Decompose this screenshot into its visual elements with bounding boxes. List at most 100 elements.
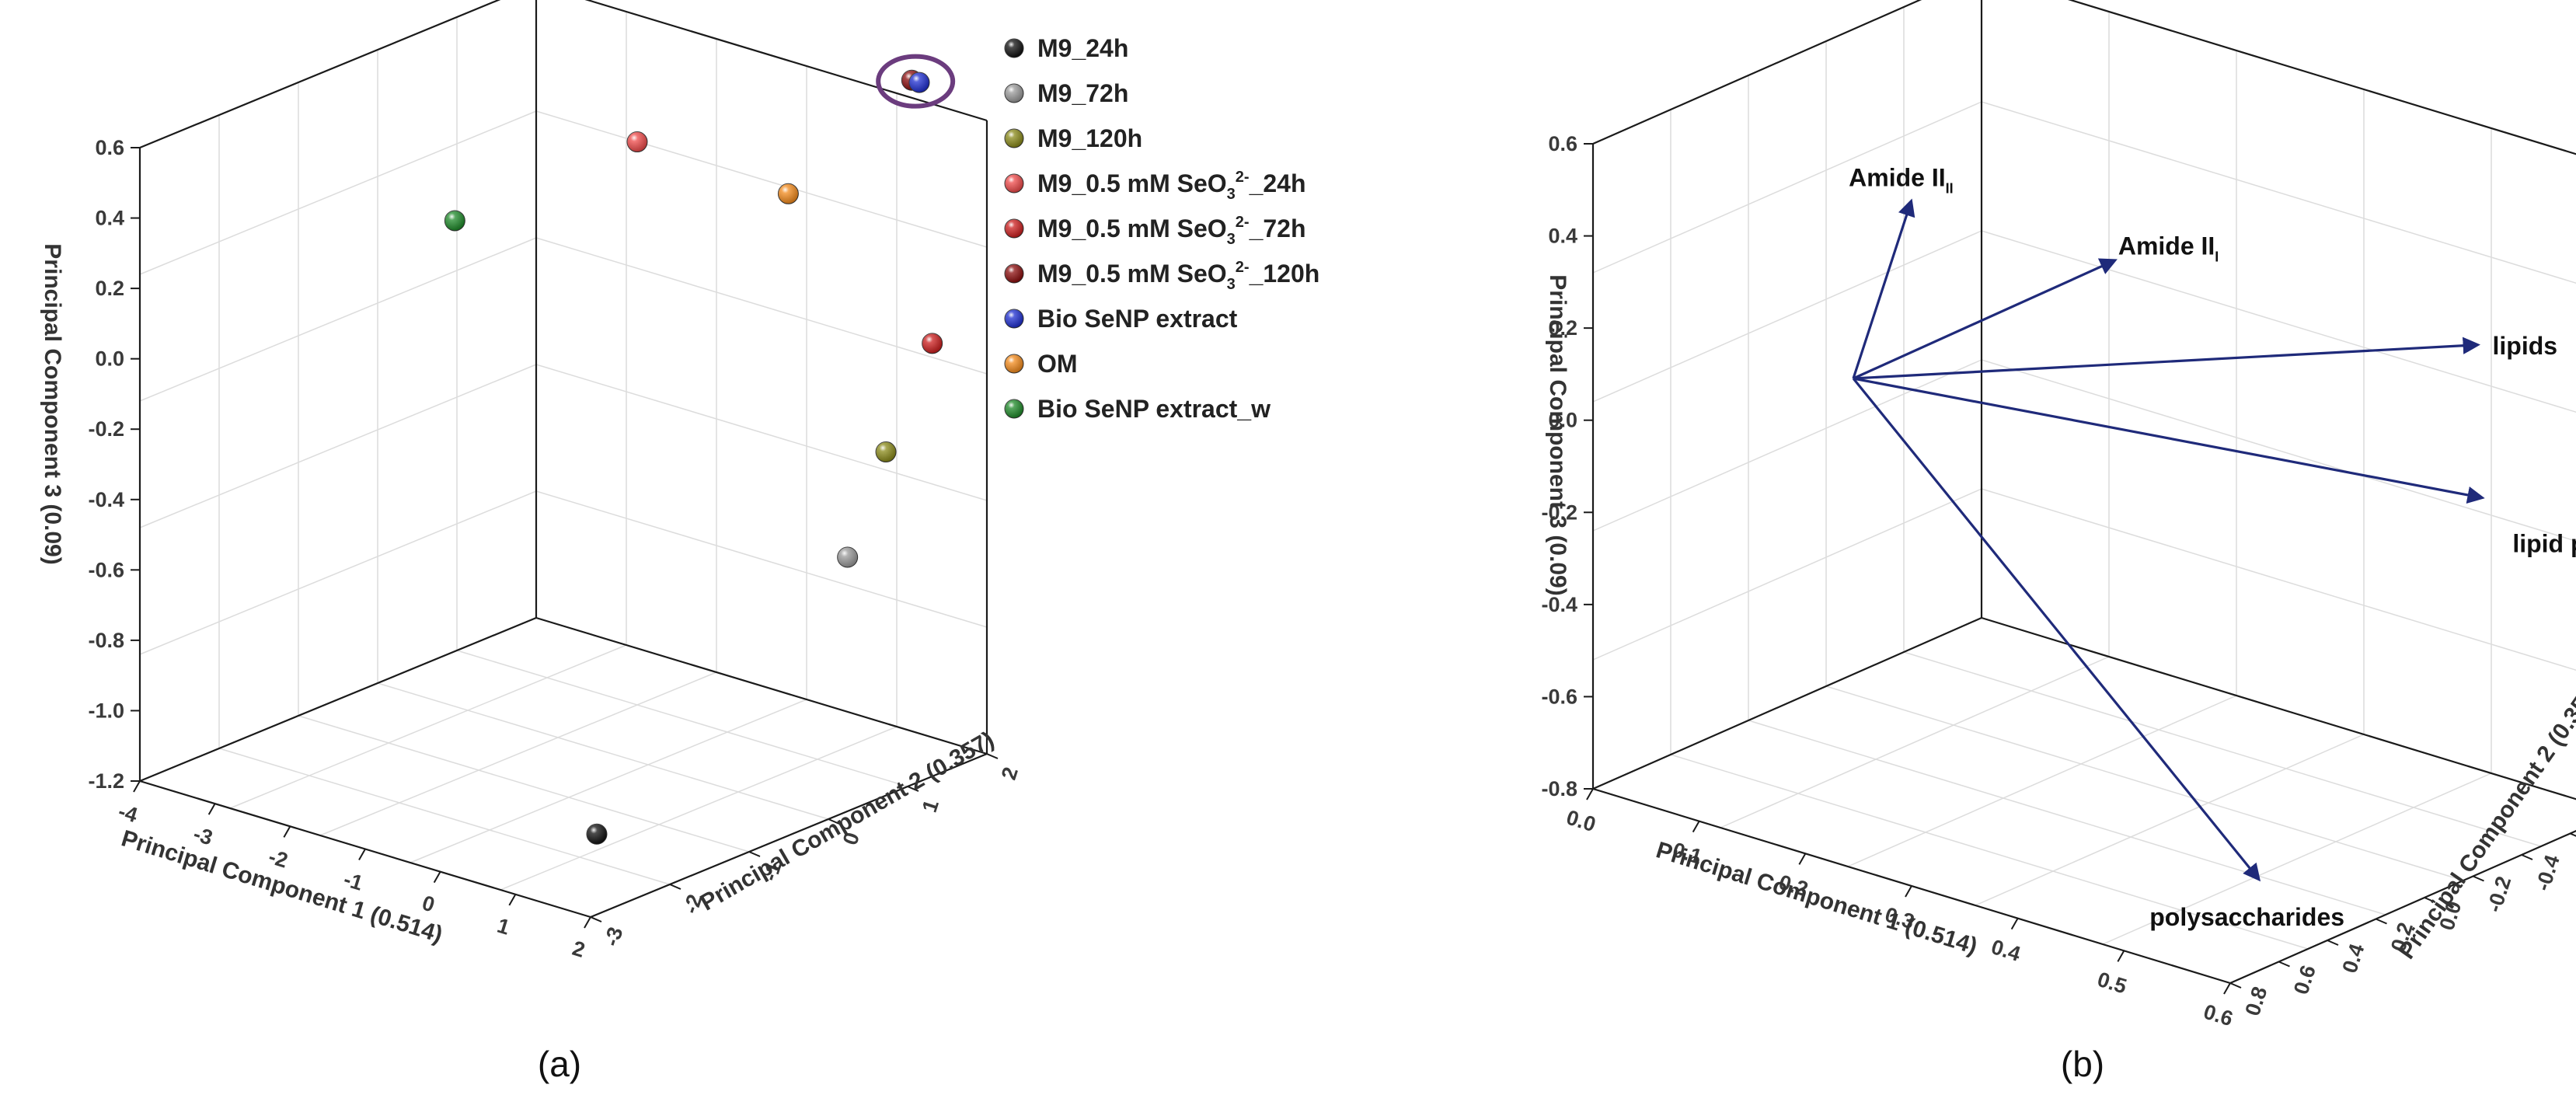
a-y-tick-mark <box>748 851 761 857</box>
b-vector-label: Amide IIII <box>1849 164 1953 197</box>
a-grid-line <box>585 0 988 121</box>
a-legend-label: Bio SeNP extract <box>1037 305 1238 333</box>
b-grid-line <box>1748 720 2386 915</box>
a-legend-marker-shine <box>1005 399 1023 418</box>
b-z-tick-label: -0.6 <box>1541 685 1577 708</box>
a-legend-label: M9_0.5 mM SeO32-_24h <box>1037 169 1306 203</box>
a-grid-line <box>218 748 671 885</box>
a-grid-line <box>319 671 717 836</box>
a-legend-label: OM <box>1037 350 1078 378</box>
a-y-tick-label: -3 <box>599 924 627 949</box>
a-x-tick-mark <box>133 780 141 793</box>
a-x-tick-mark <box>207 803 216 815</box>
a-data-point-shine <box>444 210 465 231</box>
b-y-tick-label: 0.8 <box>2240 984 2271 1019</box>
a-legend-marker-shine <box>1005 309 1023 328</box>
a-y-tick-mark <box>907 786 919 792</box>
b-x-axis-title: Principal Component 1 (0.514) <box>1653 837 1980 959</box>
a-x-tick-mark <box>283 825 291 838</box>
a-data-point-shine <box>778 183 799 204</box>
chart-panel-b: 0.60.40.20.0-0.2-0.4-0.6-0.80.00.10.20.3… <box>1541 0 2576 1084</box>
b-x-tick-mark <box>2117 950 2125 962</box>
a-y-tick-mark <box>590 916 602 922</box>
a-data-point-shine <box>922 333 943 354</box>
a-x-tick-label: -4 <box>116 800 141 828</box>
b-loading-vector <box>1852 377 2261 882</box>
a-grid-line <box>298 715 750 853</box>
b-x-tick-label: 0.4 <box>1989 935 2024 966</box>
a-legend-marker-shine <box>1005 264 1023 283</box>
b-vector-label: Amide III <box>2118 232 2219 264</box>
a-x-tick-mark <box>358 849 366 860</box>
a-y-tick-mark <box>828 818 840 825</box>
a-legend-marker-shine <box>1005 84 1023 103</box>
b-vector-label: lipids <box>2493 332 2558 360</box>
b-y-tick-mark <box>2521 854 2533 860</box>
b-y-axis-title: Principal Component 2 (0.357) <box>2393 675 2576 964</box>
a-y-tick-mark <box>669 884 681 890</box>
b-grid-line <box>1592 101 1982 274</box>
b-grid-line <box>1592 0 1922 145</box>
b-y-tick-mark <box>2278 961 2290 968</box>
b-x-tick-mark <box>2010 918 2019 930</box>
b-frame-edge <box>1592 616 1982 790</box>
a-grid-line <box>139 110 537 275</box>
a-z-axis-title: Principal Component 3 (0.09) <box>40 243 65 564</box>
a-x-tick-mark <box>433 871 441 884</box>
a-data-point-shine <box>627 131 647 152</box>
a-legend-marker-shine <box>1005 354 1023 373</box>
a-z-tick-label: 0.4 <box>95 207 124 230</box>
a-z-tick-label: 0.0 <box>95 347 124 371</box>
a-x-tick-mark <box>584 916 591 929</box>
a-data-point-shine <box>837 547 858 567</box>
b-grid-line <box>1592 359 1982 532</box>
a-grid-line <box>139 0 500 148</box>
a-legend-marker-shine <box>1005 219 1023 238</box>
b-z-tick-label: 0.4 <box>1548 225 1577 248</box>
b-z-tick-label: 0.2 <box>1548 316 1577 340</box>
b-frame-edge <box>1592 0 1922 145</box>
a-y-tick-label: 1 <box>918 797 943 815</box>
b-y-tick-label: -0.2 <box>2482 874 2515 915</box>
b-z-tick-label: 0.0 <box>1548 409 1577 432</box>
a-legend-label: Bio SeNP extract_w <box>1037 395 1271 423</box>
a-grid-line <box>500 726 898 891</box>
b-y-tick-label: -0.4 <box>2531 852 2564 894</box>
a-legend-marker-shine <box>1005 129 1023 148</box>
a-grid-line <box>535 490 988 628</box>
a-x-tick-label: -3 <box>190 822 215 850</box>
b-grid-line <box>2102 772 2492 945</box>
b-grid-line <box>1975 734 2365 906</box>
a-grid-line <box>535 237 988 375</box>
b-grid-line <box>1981 230 2576 413</box>
b-y-tick-mark <box>2229 982 2242 989</box>
b-x-tick-mark <box>1905 885 1912 898</box>
a-z-tick-label: 0.2 <box>95 277 124 300</box>
a-data-point-shine <box>909 72 929 93</box>
b-grid-line <box>1981 488 2576 671</box>
b-grid-line <box>1592 488 1982 661</box>
a-x-tick-label: -1 <box>341 867 366 895</box>
b-z-axis-title: Principal Component 3 (0.09) <box>1545 274 1570 595</box>
a-grid-line <box>535 110 988 248</box>
b-grid-line <box>2069 0 2576 155</box>
b-frame-edge <box>2068 0 2576 155</box>
b-vector-label: polysaccharides <box>2149 903 2344 931</box>
b-x-tick-mark <box>1798 853 1807 865</box>
b-loading-vector <box>1853 377 2485 504</box>
a-panel-label: (a) <box>538 1044 581 1084</box>
b-y-tick-mark <box>2424 897 2436 903</box>
a-grid-line <box>229 644 627 809</box>
a-legend-label: M9_24h <box>1037 34 1128 62</box>
b-y-tick-label: 0.4 <box>2337 941 2369 976</box>
a-grid-line <box>410 699 807 863</box>
a-frame-edge <box>535 616 988 755</box>
a-frame-edge <box>139 616 537 783</box>
b-y-tick-mark <box>2473 875 2484 882</box>
b-loading-vector <box>1852 198 1915 379</box>
a-x-tick-label: 0 <box>420 891 437 917</box>
a-z-tick-label: -0.6 <box>88 558 124 581</box>
b-x-tick-label: 0.5 <box>2095 968 2130 999</box>
b-loading-vector <box>1853 337 2480 380</box>
